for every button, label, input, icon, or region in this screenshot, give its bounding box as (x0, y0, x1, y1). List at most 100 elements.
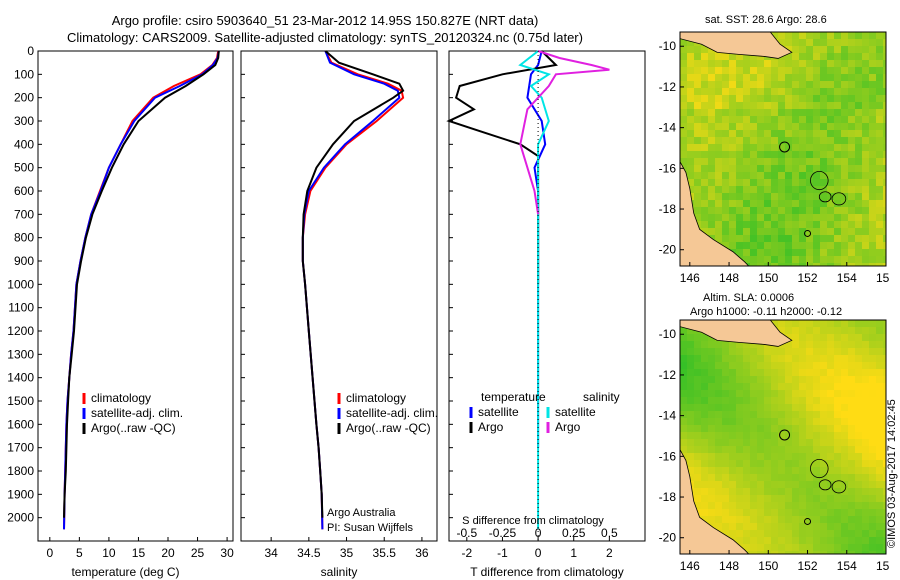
field-cell (715, 193, 722, 200)
field-cell (834, 544, 841, 551)
field-cell (750, 151, 757, 158)
field-cell (785, 474, 792, 481)
field-cell (701, 102, 708, 109)
field-cell (736, 67, 743, 74)
field-cell (771, 390, 778, 397)
field-cell (862, 263, 869, 266)
field-cell (792, 467, 799, 474)
field-cell (687, 95, 694, 102)
field-cell (799, 249, 806, 256)
field-cell (806, 186, 813, 193)
field-cell (806, 74, 813, 81)
field-cell (869, 320, 876, 327)
field-cell (876, 341, 883, 348)
field-cell (708, 432, 715, 439)
field-cell (855, 411, 862, 418)
field-cell (764, 144, 771, 151)
field-cell (736, 362, 743, 369)
field-cell (764, 200, 771, 207)
field-cell (722, 341, 729, 348)
field-cell (820, 214, 827, 221)
field-cell (715, 355, 722, 362)
field-cell (729, 88, 736, 95)
field-cell (687, 334, 694, 341)
field-cell (764, 376, 771, 383)
field-cell (820, 544, 827, 551)
field-cell (883, 172, 886, 179)
field-cell (862, 193, 869, 200)
field-cell (757, 88, 764, 95)
top-axis-label: S difference from climatology (462, 515, 604, 527)
field-cell (799, 235, 806, 242)
field-cell (848, 130, 855, 137)
field-cell (855, 432, 862, 439)
field-cell (778, 95, 785, 102)
field-cell (680, 411, 687, 418)
field-cell (799, 551, 806, 554)
field-cell (799, 256, 806, 263)
field-cell (834, 327, 841, 334)
field-cell (757, 158, 764, 165)
field-cell (764, 165, 771, 172)
field-cell (764, 425, 771, 432)
field-cell (771, 235, 778, 242)
field-cell (701, 439, 708, 446)
field-cell (771, 523, 778, 530)
field-cell (827, 397, 834, 404)
field-cell (743, 235, 750, 242)
sla-map-title: Altim. SLA: 0.0006 (703, 292, 795, 304)
field-cell (876, 123, 883, 130)
field-cell (876, 249, 883, 256)
field-cell (855, 221, 862, 228)
field-cell (876, 95, 883, 102)
field-cell (715, 502, 722, 509)
field-cell (834, 383, 841, 390)
field-cell (813, 453, 820, 460)
field-cell (862, 81, 869, 88)
field-cell (834, 221, 841, 228)
field-cell (820, 116, 827, 123)
field-cell (848, 551, 855, 554)
field-cell (750, 214, 757, 221)
field-cell (883, 88, 886, 95)
field-cell (883, 263, 886, 266)
field-cell (876, 228, 883, 235)
field-cell (869, 537, 876, 544)
field-cell (708, 418, 715, 425)
x-tick-label: 30 (220, 546, 234, 560)
field-cell (792, 46, 799, 53)
field-cell (855, 320, 862, 327)
field-cell (855, 95, 862, 102)
field-cell (778, 369, 785, 376)
field-cell (792, 425, 799, 432)
field-cell (757, 123, 764, 130)
field-cell (743, 481, 750, 488)
field-cell (778, 144, 785, 151)
map-x-tick-label: 154 (837, 559, 857, 573)
field-cell (806, 488, 813, 495)
field-cell (848, 432, 855, 439)
field-cell (722, 123, 729, 130)
field-cell (771, 544, 778, 551)
field-cell (701, 228, 708, 235)
field-cell (680, 158, 687, 165)
field-cell (869, 397, 876, 404)
field-cell (855, 179, 862, 186)
field-cell (827, 67, 834, 74)
field-cell (750, 397, 757, 404)
field-cell (855, 53, 862, 60)
field-cell (799, 172, 806, 179)
field-cell (750, 179, 757, 186)
field-cell (785, 165, 792, 172)
field-cell (785, 74, 792, 81)
field-cell (785, 109, 792, 116)
field-cell (722, 530, 729, 537)
field-cell (848, 109, 855, 116)
field-cell (792, 151, 799, 158)
field-cell (813, 235, 820, 242)
field-cell (820, 551, 827, 554)
field-cell (869, 467, 876, 474)
field-cell (722, 460, 729, 467)
field-cell (708, 81, 715, 88)
field-cell (869, 348, 876, 355)
